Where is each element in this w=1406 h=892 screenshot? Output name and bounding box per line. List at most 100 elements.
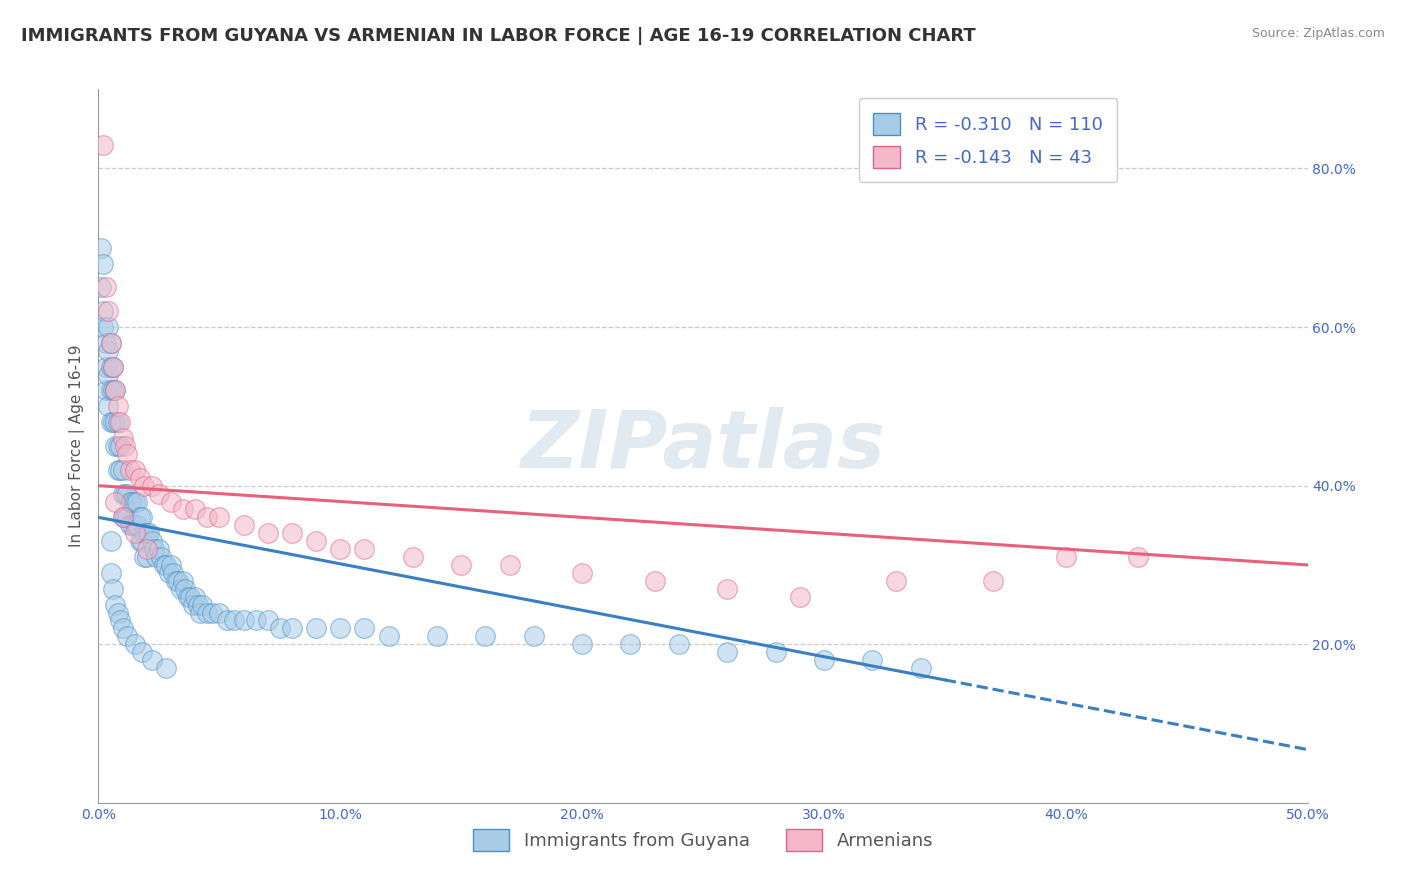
Point <box>100 566 122 580</box>
Point <box>232 518 254 533</box>
Point <box>134 526 156 541</box>
Point <box>160 558 183 572</box>
Point <box>981 574 1004 588</box>
Point <box>426 629 449 643</box>
Point <box>245 614 267 628</box>
Point <box>177 590 200 604</box>
Point <box>377 629 399 643</box>
Point <box>222 614 245 628</box>
Point <box>644 574 666 588</box>
Point <box>184 502 207 516</box>
Point <box>104 384 127 398</box>
Point <box>121 518 143 533</box>
Point <box>127 518 149 533</box>
Point <box>187 598 209 612</box>
Point <box>256 614 278 628</box>
Point <box>91 257 114 271</box>
Point <box>195 606 218 620</box>
Point <box>97 320 120 334</box>
Point <box>281 526 304 541</box>
Point <box>160 494 183 508</box>
Point <box>100 384 122 398</box>
Point <box>148 486 170 500</box>
Point <box>118 494 141 508</box>
Point <box>107 606 129 620</box>
Point <box>789 590 811 604</box>
Point <box>111 463 134 477</box>
Point <box>114 486 136 500</box>
Point <box>450 558 472 572</box>
Point <box>90 241 112 255</box>
Point <box>860 653 883 667</box>
Point <box>117 486 139 500</box>
Point <box>141 534 163 549</box>
Point <box>107 415 129 429</box>
Point <box>124 526 146 541</box>
Point <box>114 439 136 453</box>
Point <box>128 471 150 485</box>
Point <box>100 335 122 350</box>
Point <box>172 574 194 588</box>
Point <box>94 280 117 294</box>
Point <box>165 574 187 588</box>
Point <box>97 343 120 358</box>
Point <box>232 614 254 628</box>
Point <box>143 542 166 557</box>
Point <box>134 478 156 492</box>
Point <box>121 494 143 508</box>
Point <box>135 549 157 564</box>
Point <box>124 637 146 651</box>
Point <box>124 494 146 508</box>
Point <box>94 335 117 350</box>
Point <box>91 304 114 318</box>
Text: ZIPatlas: ZIPatlas <box>520 407 886 485</box>
Point <box>108 463 131 477</box>
Point <box>117 447 139 461</box>
Point <box>523 629 546 643</box>
Point <box>305 534 328 549</box>
Point <box>148 542 170 557</box>
Point <box>111 510 134 524</box>
Point <box>127 494 149 508</box>
Point <box>329 542 352 557</box>
Point <box>124 518 146 533</box>
Point <box>131 645 153 659</box>
Point <box>107 439 129 453</box>
Point <box>97 304 120 318</box>
Point <box>117 510 139 524</box>
Point <box>353 621 375 635</box>
Point <box>101 359 124 374</box>
Point <box>124 463 146 477</box>
Point <box>104 598 127 612</box>
Point <box>135 542 157 557</box>
Y-axis label: In Labor Force | Age 16-19: In Labor Force | Age 16-19 <box>69 344 84 548</box>
Point <box>201 606 224 620</box>
Point <box>97 368 120 382</box>
Point <box>269 621 291 635</box>
Point <box>208 606 231 620</box>
Point <box>107 400 129 414</box>
Point <box>100 359 122 374</box>
Point <box>184 590 207 604</box>
Point <box>107 463 129 477</box>
Point <box>1054 549 1077 564</box>
Point <box>134 549 156 564</box>
Point <box>402 549 425 564</box>
Point <box>101 582 124 596</box>
Point <box>104 439 127 453</box>
Point <box>104 415 127 429</box>
Point <box>101 359 124 374</box>
Point <box>100 335 122 350</box>
Point <box>111 621 134 635</box>
Point <box>571 566 593 580</box>
Point <box>215 614 238 628</box>
Point <box>281 621 304 635</box>
Point <box>174 582 197 596</box>
Point <box>169 582 191 596</box>
Point <box>108 614 131 628</box>
Point <box>145 549 167 564</box>
Point <box>910 661 932 675</box>
Point <box>155 661 177 675</box>
Point <box>191 598 214 612</box>
Point <box>114 510 136 524</box>
